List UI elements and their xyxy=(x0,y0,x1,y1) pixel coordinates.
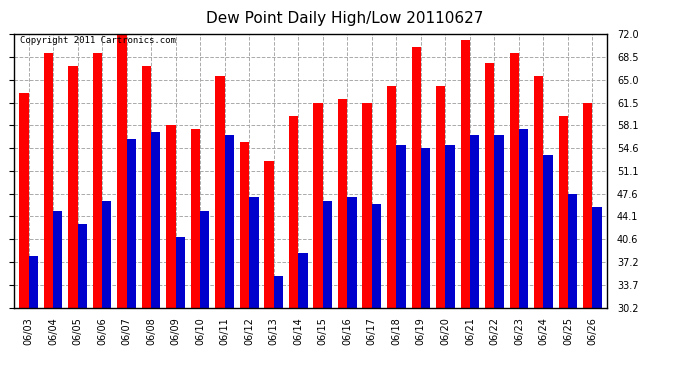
Bar xyxy=(338,99,347,308)
Bar xyxy=(102,201,111,308)
Bar xyxy=(264,162,274,308)
Bar xyxy=(225,135,234,308)
Bar xyxy=(19,93,28,308)
Bar xyxy=(510,53,519,307)
Bar xyxy=(559,116,568,308)
Bar xyxy=(191,129,200,308)
Bar xyxy=(289,116,298,308)
Bar xyxy=(142,66,151,308)
Bar xyxy=(77,224,87,308)
Bar xyxy=(534,76,544,308)
Bar xyxy=(200,211,210,308)
Bar xyxy=(593,207,602,308)
Bar xyxy=(28,256,38,307)
Bar xyxy=(519,129,529,308)
Bar xyxy=(470,135,479,308)
Bar xyxy=(445,145,455,308)
Bar xyxy=(298,253,308,308)
Bar xyxy=(396,145,406,308)
Bar xyxy=(117,27,126,308)
Bar xyxy=(421,148,430,308)
Bar xyxy=(460,40,470,308)
Bar xyxy=(313,102,323,308)
Bar xyxy=(68,66,77,308)
Bar xyxy=(249,198,259,308)
Bar xyxy=(372,204,381,308)
Bar xyxy=(126,138,136,308)
Bar xyxy=(43,53,53,307)
Bar xyxy=(176,237,185,308)
Bar xyxy=(215,76,225,308)
Bar xyxy=(568,194,578,308)
Bar xyxy=(240,142,249,308)
Bar xyxy=(92,53,102,307)
Bar xyxy=(387,86,396,308)
Bar xyxy=(436,86,445,308)
Bar xyxy=(166,125,176,308)
Bar xyxy=(583,102,593,308)
Bar xyxy=(323,201,332,308)
Text: Dew Point Daily High/Low 20110627: Dew Point Daily High/Low 20110627 xyxy=(206,11,484,26)
Bar xyxy=(544,155,553,308)
Bar xyxy=(485,63,495,308)
Bar xyxy=(274,276,283,308)
Bar xyxy=(411,47,421,308)
Bar xyxy=(362,102,372,308)
Text: Copyright 2011 Cartronics.com: Copyright 2011 Cartronics.com xyxy=(20,36,176,45)
Bar xyxy=(151,132,161,308)
Bar xyxy=(347,198,357,308)
Bar xyxy=(53,211,62,308)
Bar xyxy=(495,135,504,308)
